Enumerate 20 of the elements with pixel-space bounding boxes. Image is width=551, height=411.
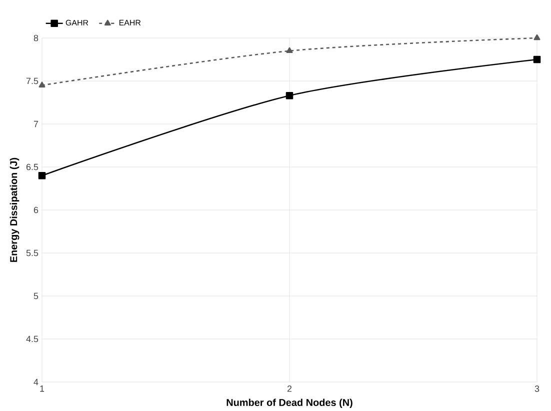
y-tick-label: 6.5 (26, 164, 38, 170)
x-axis-title: Number of Dead Nodes (N) (226, 398, 352, 408)
x-tick-label: 2 (287, 386, 292, 392)
y-tick-label: 5.5 (26, 250, 38, 256)
point (286, 47, 293, 54)
x-tick-label: 1 (40, 386, 44, 392)
y-tick-label: 8 (34, 34, 38, 42)
point (38, 82, 46, 88)
y-tick-label: 7.5 (26, 78, 38, 84)
y-tick-label: 4.5 (26, 336, 38, 342)
point (534, 34, 540, 40)
point (533, 56, 541, 64)
y-tick-label: 4 (34, 378, 38, 386)
point (38, 172, 46, 180)
point (286, 92, 294, 100)
y-tick-label: 5 (34, 292, 38, 300)
x-tick-label: 3 (534, 386, 540, 392)
y-tick-label: 7 (34, 120, 38, 128)
y-tick-label: 6 (34, 206, 38, 214)
y-axis-title: Energy Dissipation (J) (10, 158, 20, 262)
